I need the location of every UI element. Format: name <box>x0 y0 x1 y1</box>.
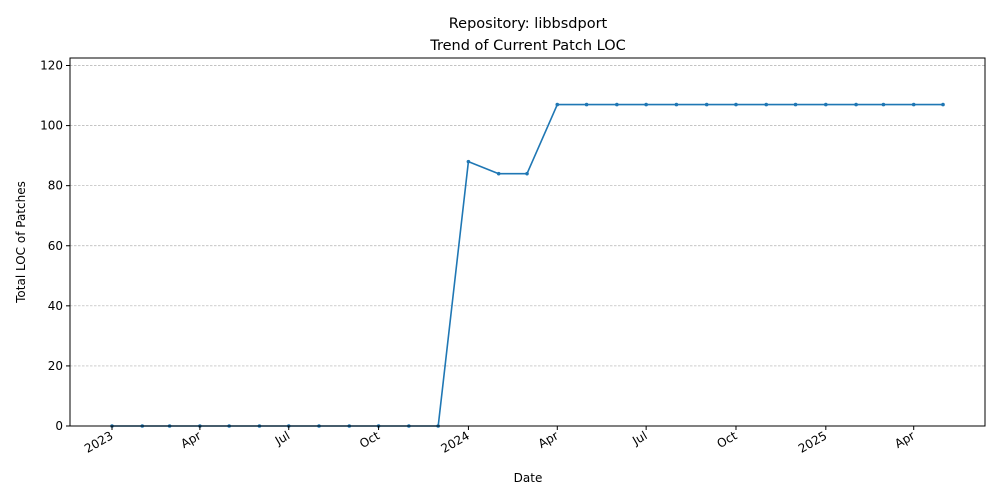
x-tick-label: 2025 <box>796 428 829 455</box>
data-point <box>555 102 560 107</box>
x-tick-label: Jul <box>629 428 649 448</box>
data-point <box>615 102 619 107</box>
data-point <box>911 102 916 107</box>
y-tick-label: 80 <box>48 179 63 193</box>
grid-lines <box>70 65 985 367</box>
plot-frame <box>69 57 986 427</box>
data-point <box>941 102 945 107</box>
data-point <box>674 102 679 107</box>
x-tick-label: Apr <box>178 428 203 451</box>
series-line-group <box>110 102 945 428</box>
x-axis-label: Date <box>514 471 543 485</box>
data-point <box>525 171 529 176</box>
y-tick-label: 0 <box>55 419 63 433</box>
x-tick-label: Oct <box>357 428 382 451</box>
y-axis-label: Total LOC of Patches <box>14 181 28 304</box>
x-tick-label: Apr <box>892 428 917 451</box>
x-tick-label: 2024 <box>438 428 471 455</box>
data-point <box>764 102 769 107</box>
chart-subtitle: Trend of Current Patch LOC <box>429 38 625 54</box>
chart-title: Repository: libbsdport <box>449 16 608 32</box>
data-point <box>496 171 501 176</box>
y-tick-label: 20 <box>48 359 63 373</box>
data-point <box>793 102 798 107</box>
y-tick-label: 60 <box>48 239 63 253</box>
y-tick-label: 120 <box>40 59 63 73</box>
data-point <box>734 102 738 107</box>
data-point <box>644 102 648 107</box>
data-point <box>466 159 471 164</box>
data-point <box>824 102 828 107</box>
data-point <box>704 102 709 107</box>
y-axis: 0 20 40 60 80 100 120 <box>40 59 70 433</box>
x-tick-label: 2023 <box>82 428 115 455</box>
y-tick-label: 40 <box>48 299 63 313</box>
data-point <box>854 102 858 107</box>
data-point <box>881 102 886 107</box>
x-tick-label: Jul <box>272 428 292 448</box>
series-line <box>112 103 943 427</box>
y-tick-label: 100 <box>40 119 63 133</box>
x-axis: 2023 Apr Jul Oct 2024 Apr Jul Oct 2025 Apr <box>82 426 917 456</box>
x-tick-label: Oct <box>715 428 740 451</box>
data-point <box>584 102 589 107</box>
x-tick-label: Apr <box>536 428 561 451</box>
